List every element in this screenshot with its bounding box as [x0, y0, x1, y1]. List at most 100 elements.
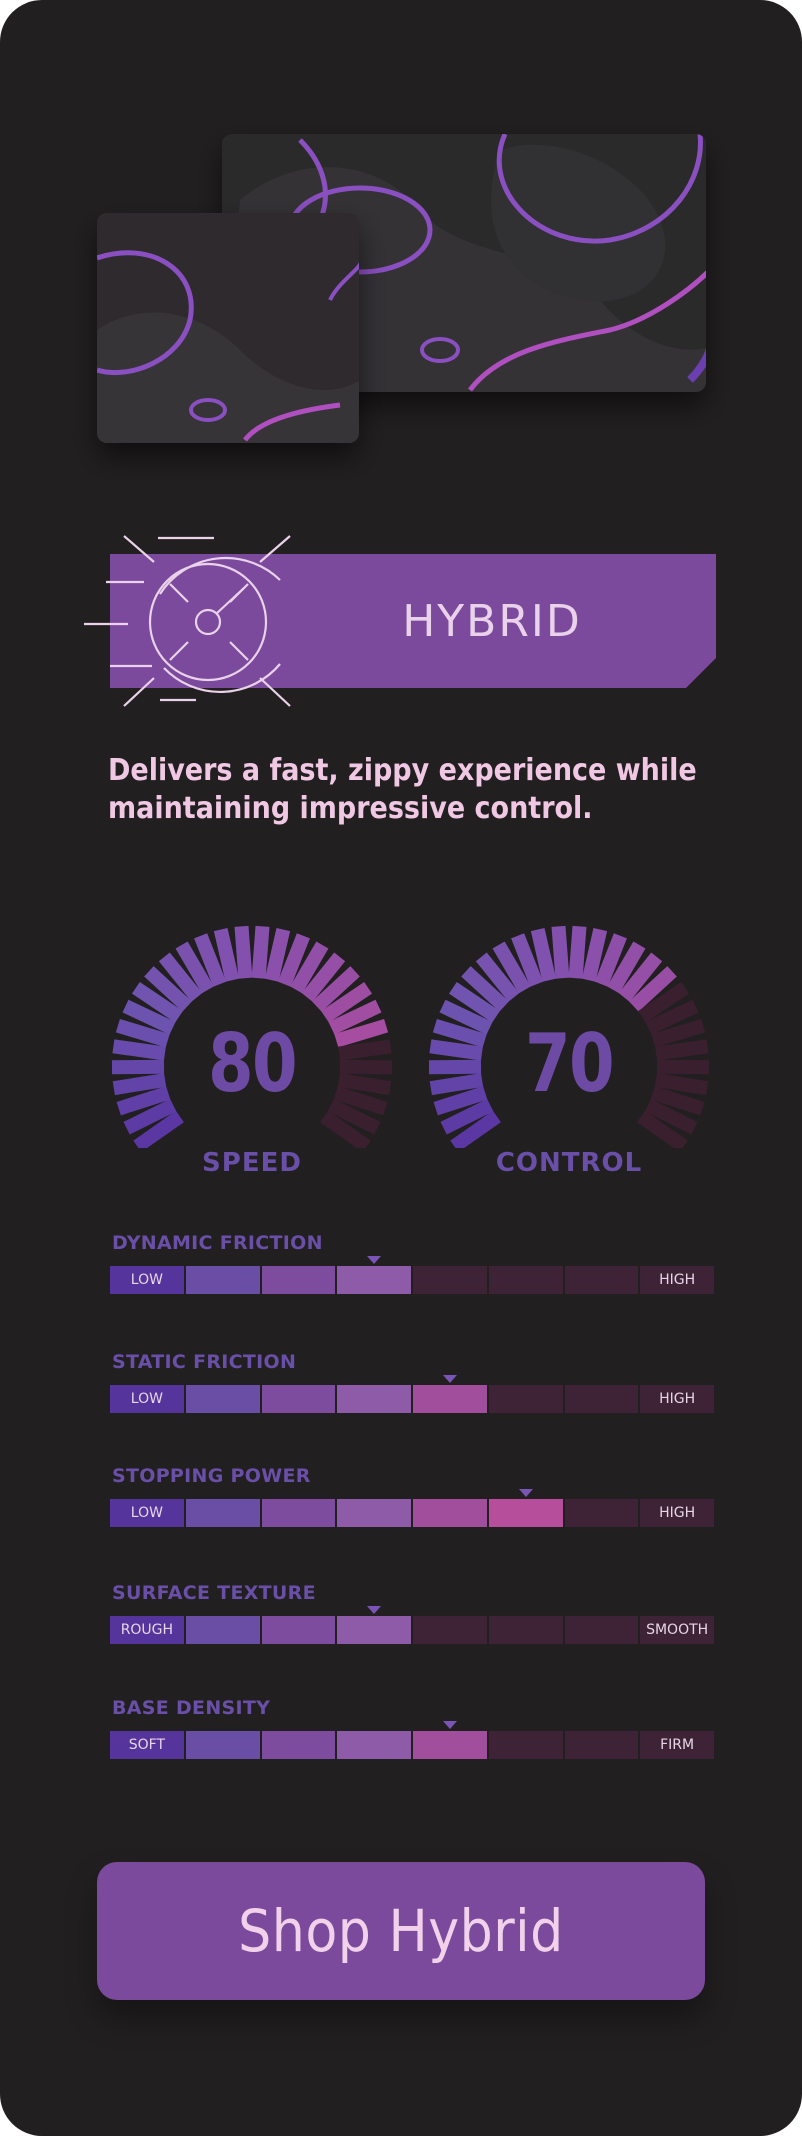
gauge-tick — [655, 1039, 709, 1061]
gauge-tick — [123, 1098, 177, 1135]
triangle-down-icon — [367, 1256, 382, 1264]
gauge-tick — [194, 933, 227, 987]
gauge-tick — [122, 999, 176, 1035]
metric-label: SURFACE TEXTURE — [112, 1582, 316, 1604]
speed-gauge: 80 SPEED — [102, 908, 402, 1180]
scale-low-label: LOW — [130, 1391, 163, 1407]
metric-base-density: BASE DENSITY SOFT FIRM — [110, 1697, 714, 1777]
metric-scale: ROUGH SMOOTH — [110, 1616, 714, 1644]
gauge-tick — [654, 1073, 709, 1096]
scale-segment: LOW — [110, 1266, 184, 1294]
gauge-tick — [450, 1110, 501, 1148]
scale-segment: HIGH — [640, 1266, 714, 1294]
gauge-tick — [321, 981, 373, 1023]
triangle-down-icon — [518, 1489, 533, 1497]
metric-label: DYNAMIC FRICTION — [112, 1232, 323, 1254]
product-tagline: Delivers a fast, zippy experience while … — [108, 753, 697, 826]
gauge-tick — [334, 1018, 389, 1048]
gauge-label: SPEED — [202, 1148, 302, 1178]
gauge-tick — [429, 1073, 484, 1096]
scale-segment — [564, 1499, 639, 1527]
shop-button-label: Shop Hybrid — [238, 1897, 564, 1965]
gauge-tick — [492, 941, 531, 994]
metric-scale: SOFT FIRM — [110, 1731, 714, 1759]
triangle-down-icon — [367, 1606, 382, 1614]
scale-segment — [488, 1499, 563, 1527]
gauge-tick — [234, 925, 253, 979]
gauge-tick — [158, 952, 203, 1002]
gauge-tick — [264, 928, 291, 982]
scale-segment — [337, 1499, 411, 1527]
scale-segment — [413, 1385, 487, 1413]
metric-surface-texture: SURFACE TEXTURE ROUGH SMOOTH — [110, 1582, 714, 1662]
scale-low-label: ROUGH — [120, 1622, 174, 1638]
scale-segment — [185, 1731, 260, 1759]
gauge-tick — [644, 1098, 698, 1135]
gauge-value: 80 — [207, 1017, 298, 1110]
scale-segment — [261, 1616, 336, 1644]
scale-segment — [564, 1385, 639, 1413]
scale-segment — [185, 1616, 260, 1644]
gauge-tick — [568, 925, 587, 979]
scale-segment — [413, 1266, 487, 1294]
gauge-tick — [320, 1110, 371, 1148]
badge-title: HYBRID — [402, 596, 582, 647]
gauge-tick — [650, 1086, 705, 1116]
gauge-tick — [333, 1086, 388, 1116]
scale-high-label: FIRM — [660, 1737, 695, 1753]
gauge-dial — [428, 925, 710, 1148]
gauge-tick — [638, 981, 690, 1023]
gauge-tick — [115, 1018, 170, 1048]
gauge-tick — [337, 1073, 392, 1096]
gauge-label: CONTROL — [495, 1148, 643, 1178]
gauge-tick — [629, 966, 677, 1012]
scale-segment — [488, 1731, 563, 1759]
hybrid-banner — [84, 535, 716, 707]
scale-segment: SOFT — [110, 1731, 184, 1759]
shop-hybrid-button[interactable]: Shop Hybrid — [97, 1862, 705, 2000]
product-image — [97, 134, 706, 443]
gauge-tick — [301, 952, 346, 1002]
gauge-tick — [111, 1059, 165, 1075]
scale-low-label: SOFT — [128, 1737, 165, 1753]
metric-scale: LOW HIGH — [110, 1385, 714, 1413]
scale-segment — [413, 1499, 487, 1527]
scale-segment — [413, 1616, 487, 1644]
scale-segment: ROUGH — [110, 1616, 184, 1644]
gauge-tick — [290, 941, 329, 994]
scale-segment: HIGH — [640, 1499, 714, 1527]
metric-label: STATIC FRICTION — [112, 1351, 297, 1373]
scale-segment — [261, 1731, 336, 1759]
scale-segment — [337, 1616, 411, 1644]
scale-high-label: HIGH — [659, 1391, 696, 1407]
gauge-tick — [594, 933, 627, 987]
scale-segment — [185, 1266, 260, 1294]
gauge-tick — [651, 1018, 706, 1048]
scale-high-label: SMOOTH — [646, 1622, 709, 1638]
metric-scale: LOW HIGH — [110, 1499, 714, 1527]
gauge-tick — [339, 1059, 393, 1075]
gauge-tick — [144, 966, 192, 1012]
gauge-tick — [432, 1018, 487, 1048]
gauge-tick — [433, 1086, 488, 1116]
scale-segment — [564, 1616, 639, 1644]
metric-label: STOPPING POWER — [112, 1465, 311, 1487]
gauge-tick — [112, 1073, 167, 1096]
scale-segment — [564, 1731, 639, 1759]
gauge-tick — [213, 928, 240, 982]
gauge-tick — [439, 999, 493, 1035]
gauge-tick — [338, 1039, 392, 1061]
control-gauge: 70 CONTROL — [419, 908, 719, 1180]
scale-segment — [185, 1499, 260, 1527]
scale-segment — [337, 1731, 411, 1759]
scale-segment — [564, 1266, 639, 1294]
gauge-tick — [112, 1039, 166, 1061]
gauge-tick — [607, 941, 646, 994]
scale-high-label: HIGH — [659, 1272, 696, 1288]
gauge-tick — [618, 952, 663, 1002]
metric-stopping-power: STOPPING POWER LOW HIGH — [110, 1465, 714, 1545]
metric-label: BASE DENSITY — [112, 1697, 271, 1719]
speedometer-icon — [84, 535, 291, 707]
gauge-tick — [175, 941, 214, 994]
scale-segment: HIGH — [640, 1385, 714, 1413]
